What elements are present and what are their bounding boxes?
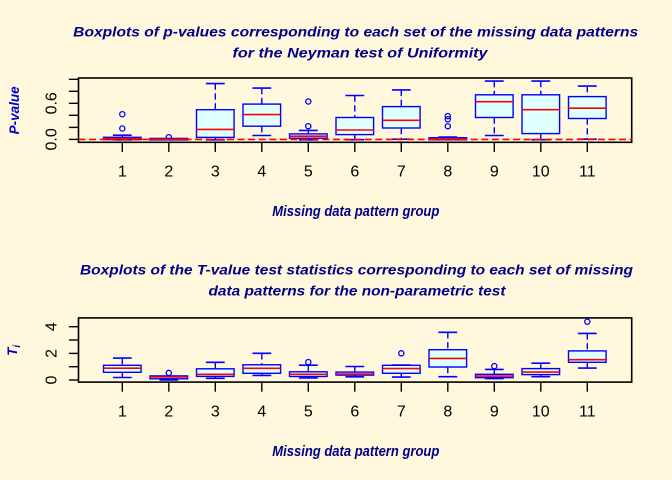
svg-text:7: 7 bbox=[397, 404, 406, 421]
svg-text:9: 9 bbox=[490, 164, 499, 181]
svg-text:9: 9 bbox=[490, 404, 499, 421]
svg-text:2: 2 bbox=[44, 349, 61, 358]
svg-text:Boxplots of the T-value test s: Boxplots of the T-value test statistics … bbox=[80, 262, 634, 277]
svg-text:2: 2 bbox=[164, 164, 173, 181]
svg-text:Missing data pattern group: Missing data pattern group bbox=[272, 444, 439, 460]
svg-text:3: 3 bbox=[211, 164, 220, 181]
svg-text:10: 10 bbox=[532, 164, 550, 181]
svg-text:4: 4 bbox=[44, 322, 61, 331]
svg-text:for the Neyman test of Uniform: for the Neyman test of Uniformity bbox=[233, 46, 490, 61]
svg-text:4: 4 bbox=[257, 164, 266, 181]
svg-text:Missing data pattern group: Missing data pattern group bbox=[272, 204, 439, 220]
svg-text:6: 6 bbox=[350, 164, 359, 181]
svg-text:5: 5 bbox=[304, 404, 313, 421]
svg-text:7: 7 bbox=[397, 164, 406, 181]
svg-text:1: 1 bbox=[118, 164, 127, 181]
svg-text:10: 10 bbox=[532, 404, 550, 421]
svg-text:6: 6 bbox=[350, 404, 359, 421]
svg-text:2: 2 bbox=[164, 404, 173, 421]
svg-text:Boxplots of p-values correspon: Boxplots of p-values corresponding to ea… bbox=[73, 25, 638, 40]
svg-text:3: 3 bbox=[211, 404, 220, 421]
svg-text:0.0: 0.0 bbox=[44, 128, 61, 150]
svg-text:0.6: 0.6 bbox=[44, 92, 61, 114]
svg-text:1: 1 bbox=[118, 404, 127, 421]
svg-text:0: 0 bbox=[44, 375, 61, 384]
svg-text:11: 11 bbox=[579, 404, 596, 421]
svg-text:8: 8 bbox=[443, 404, 452, 421]
svg-text:P-value: P-value bbox=[7, 86, 22, 135]
svg-text:5: 5 bbox=[304, 164, 313, 181]
svg-text:data patterns for the non-para: data patterns for the non-parametric tes… bbox=[209, 283, 508, 298]
svg-text:4: 4 bbox=[257, 404, 266, 421]
svg-text:8: 8 bbox=[443, 164, 452, 181]
svg-text:11: 11 bbox=[579, 164, 596, 181]
svg-text:Ti: Ti bbox=[5, 345, 23, 356]
